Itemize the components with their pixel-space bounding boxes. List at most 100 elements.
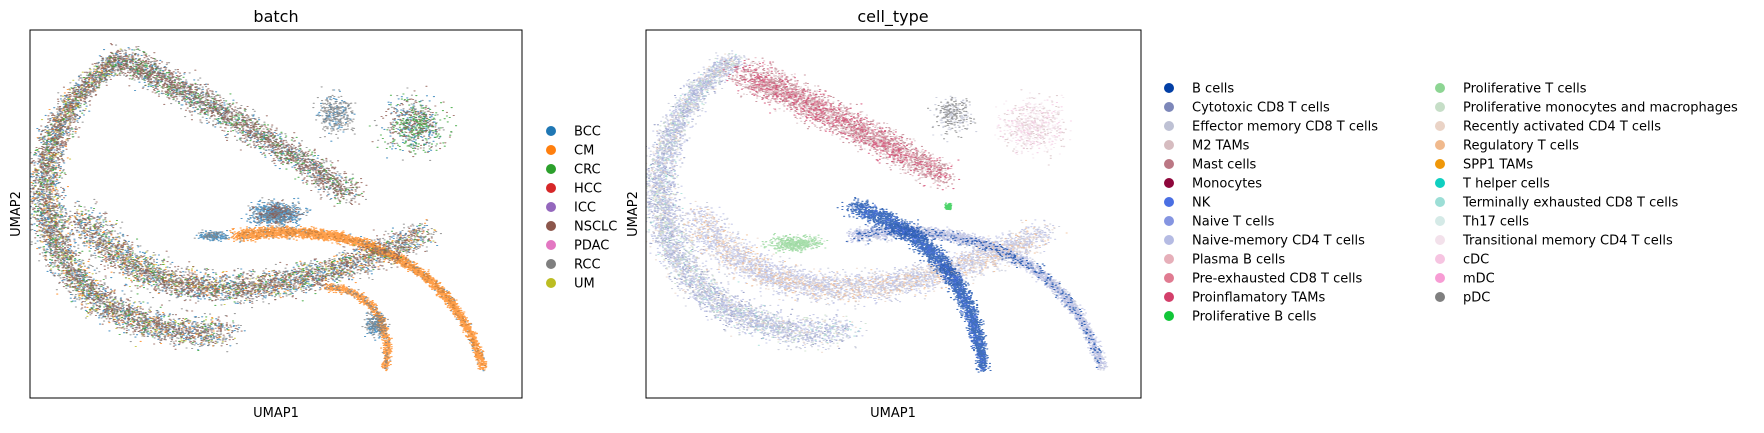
batch-cluster-points	[30, 43, 455, 350]
legend-item-cm: CM	[546, 144, 594, 159]
cell-type-cluster-points	[851, 204, 988, 371]
legend-item-icc: ICC	[546, 201, 596, 216]
batch-legend: BCC CM CRC HCC ICC NSCLC PDAC RCC UM	[546, 125, 617, 292]
cell-type-legend: B cells Cytotoxic CD8 T cells Effector mem…	[1164, 82, 1738, 325]
legend-marker	[1164, 311, 1174, 321]
legend-item-naive-t-cells: Naive T cells	[1164, 215, 1275, 230]
legend-marker	[1164, 102, 1174, 112]
legend-label: Transitional memory CD4 T cells	[1462, 234, 1673, 249]
legend-label: Naive-memory CD4 T cells	[1192, 234, 1365, 249]
batch-x-axis-label: UMAP1	[253, 406, 299, 421]
legend-item-pdc: pDC	[1435, 291, 1490, 306]
legend-label: CM	[574, 144, 594, 159]
legend-label: Effector memory CD8 T cells	[1192, 120, 1378, 135]
legend-marker	[1435, 159, 1445, 169]
legend-item-crc: CRC	[546, 163, 601, 178]
legend-label: mDC	[1463, 272, 1495, 287]
legend-marker	[1435, 254, 1445, 264]
cell-type-cluster-points	[683, 208, 1068, 303]
legend-item-proliferative-t-cells: Proliferative T cells	[1435, 82, 1587, 97]
legend-item-proliferative-b-cells: Proliferative B cells	[1164, 310, 1317, 325]
legend-marker	[546, 145, 556, 155]
legend-item-plasma-b-cells: Plasma B cells	[1164, 253, 1285, 268]
batch-y-axis-label: UMAP2	[9, 191, 24, 237]
batch-cluster-points	[30, 44, 453, 369]
legend-marker	[1164, 83, 1174, 93]
legend-marker	[1164, 140, 1174, 150]
legend-marker	[1164, 254, 1174, 264]
legend-label: RCC	[574, 258, 601, 273]
legend-marker	[1435, 216, 1445, 226]
legend-item-effector-memory-cd8-t-cells: Effector memory CD8 T cells	[1164, 120, 1378, 135]
legend-marker	[1164, 235, 1174, 245]
legend-item-proinflamatory-tams: Proinflamatory TAMs	[1164, 291, 1326, 306]
legend-label: NSCLC	[574, 220, 617, 235]
legend-item-cdc: cDC	[1435, 253, 1489, 268]
legend-marker	[1435, 197, 1445, 207]
legend-item-nk: NK	[1164, 196, 1211, 211]
legend-marker	[1164, 121, 1174, 131]
legend-item-proliferative-monocytes-and-macrophages: Proliferative monocytes and macrophages	[1435, 101, 1738, 116]
legend-label: Th17 cells	[1462, 215, 1529, 230]
legend-item-rcc: RCC	[546, 258, 601, 273]
legend-label: CRC	[574, 163, 601, 178]
legend-label: Cytotoxic CD8 T cells	[1192, 101, 1330, 116]
cell-type-cluster-points	[944, 202, 953, 211]
legend-marker	[1435, 292, 1445, 302]
legend-marker	[1435, 140, 1445, 150]
legend-item-um: UM	[546, 277, 595, 292]
legend-marker	[546, 202, 556, 212]
legend-marker	[1435, 273, 1445, 283]
legend-item-regulatory-t-cells: Regulatory T cells	[1435, 139, 1579, 154]
legend-marker	[1164, 197, 1174, 207]
legend-item-bcc: BCC	[546, 125, 601, 140]
legend-marker	[1164, 159, 1174, 169]
legend-item-pdac: PDAC	[546, 239, 609, 254]
legend-label: Proliferative B cells	[1192, 310, 1317, 325]
cell-type-cluster-points	[646, 53, 1056, 353]
cell-type-panel: cell_type UMAP1 UMAP2 B cells Cytotoxic C…	[626, 7, 1738, 421]
legend-item-monocytes: Monocytes	[1164, 177, 1262, 192]
legend-marker	[546, 221, 556, 231]
legend-marker	[546, 164, 556, 174]
cell-type-cluster-points	[926, 96, 977, 140]
legend-item-recently-activated-cd4-t-cells: Recently activated CD4 T cells	[1435, 120, 1661, 135]
legend-label: Mast cells	[1192, 158, 1257, 173]
legend-item-cytotoxic-cd8-t-cells: Cytotoxic CD8 T cells	[1164, 101, 1330, 116]
legend-item-terminally-exhausted-cd8-t-cells: Terminally exhausted CD8 T cells	[1435, 196, 1678, 211]
legend-marker	[1164, 178, 1174, 188]
legend-label: SPP1 TAMs	[1463, 158, 1533, 173]
legend-item-naive-memory-cd4-t-cells: Naive-memory CD4 T cells	[1164, 234, 1365, 249]
cell-type-cluster-points	[719, 58, 1067, 188]
legend-label: ICC	[574, 201, 596, 216]
legend-label: Monocytes	[1192, 177, 1262, 192]
cell-type-cluster-points	[722, 59, 961, 191]
batch-panel: batch UMAP1 UMAP2 BCC CM CRC HCC ICC NSCLC PDA…	[9, 7, 617, 421]
legend-item-mdc: mDC	[1435, 272, 1495, 287]
legend-marker	[546, 240, 556, 250]
legend-label: Naive T cells	[1192, 215, 1275, 230]
batch-title: batch	[253, 7, 298, 26]
legend-label: Pre-exhausted CD8 T cells	[1192, 272, 1362, 287]
legend-marker	[546, 259, 556, 269]
cell-type-title: cell_type	[857, 7, 928, 27]
cell-type-y-axis-label: UMAP2	[626, 191, 641, 237]
cell-type-x-axis-label: UMAP1	[870, 406, 916, 421]
batch-plot-frame	[29, 29, 523, 399]
legend-marker	[1435, 235, 1445, 245]
legend-label: Recently activated CD4 T cells	[1463, 120, 1661, 135]
legend-item-hcc: HCC	[546, 182, 602, 197]
legend-marker	[1435, 102, 1445, 112]
legend-marker	[1435, 121, 1445, 131]
legend-label: Plasma B cells	[1192, 253, 1285, 268]
legend-marker	[1435, 83, 1445, 93]
legend-label: HCC	[574, 182, 602, 197]
legend-marker	[1164, 273, 1174, 283]
cell-type-plot-frame	[645, 29, 1142, 399]
cell-type-cluster-points	[731, 57, 954, 189]
legend-item-spp1-tams: SPP1 TAMs	[1435, 158, 1533, 173]
legend-label: PDAC	[574, 239, 609, 254]
legend-item-t-helper-cells: T helper cells	[1435, 177, 1550, 192]
legend-item-th17-cells: Th17 cells	[1435, 215, 1529, 230]
